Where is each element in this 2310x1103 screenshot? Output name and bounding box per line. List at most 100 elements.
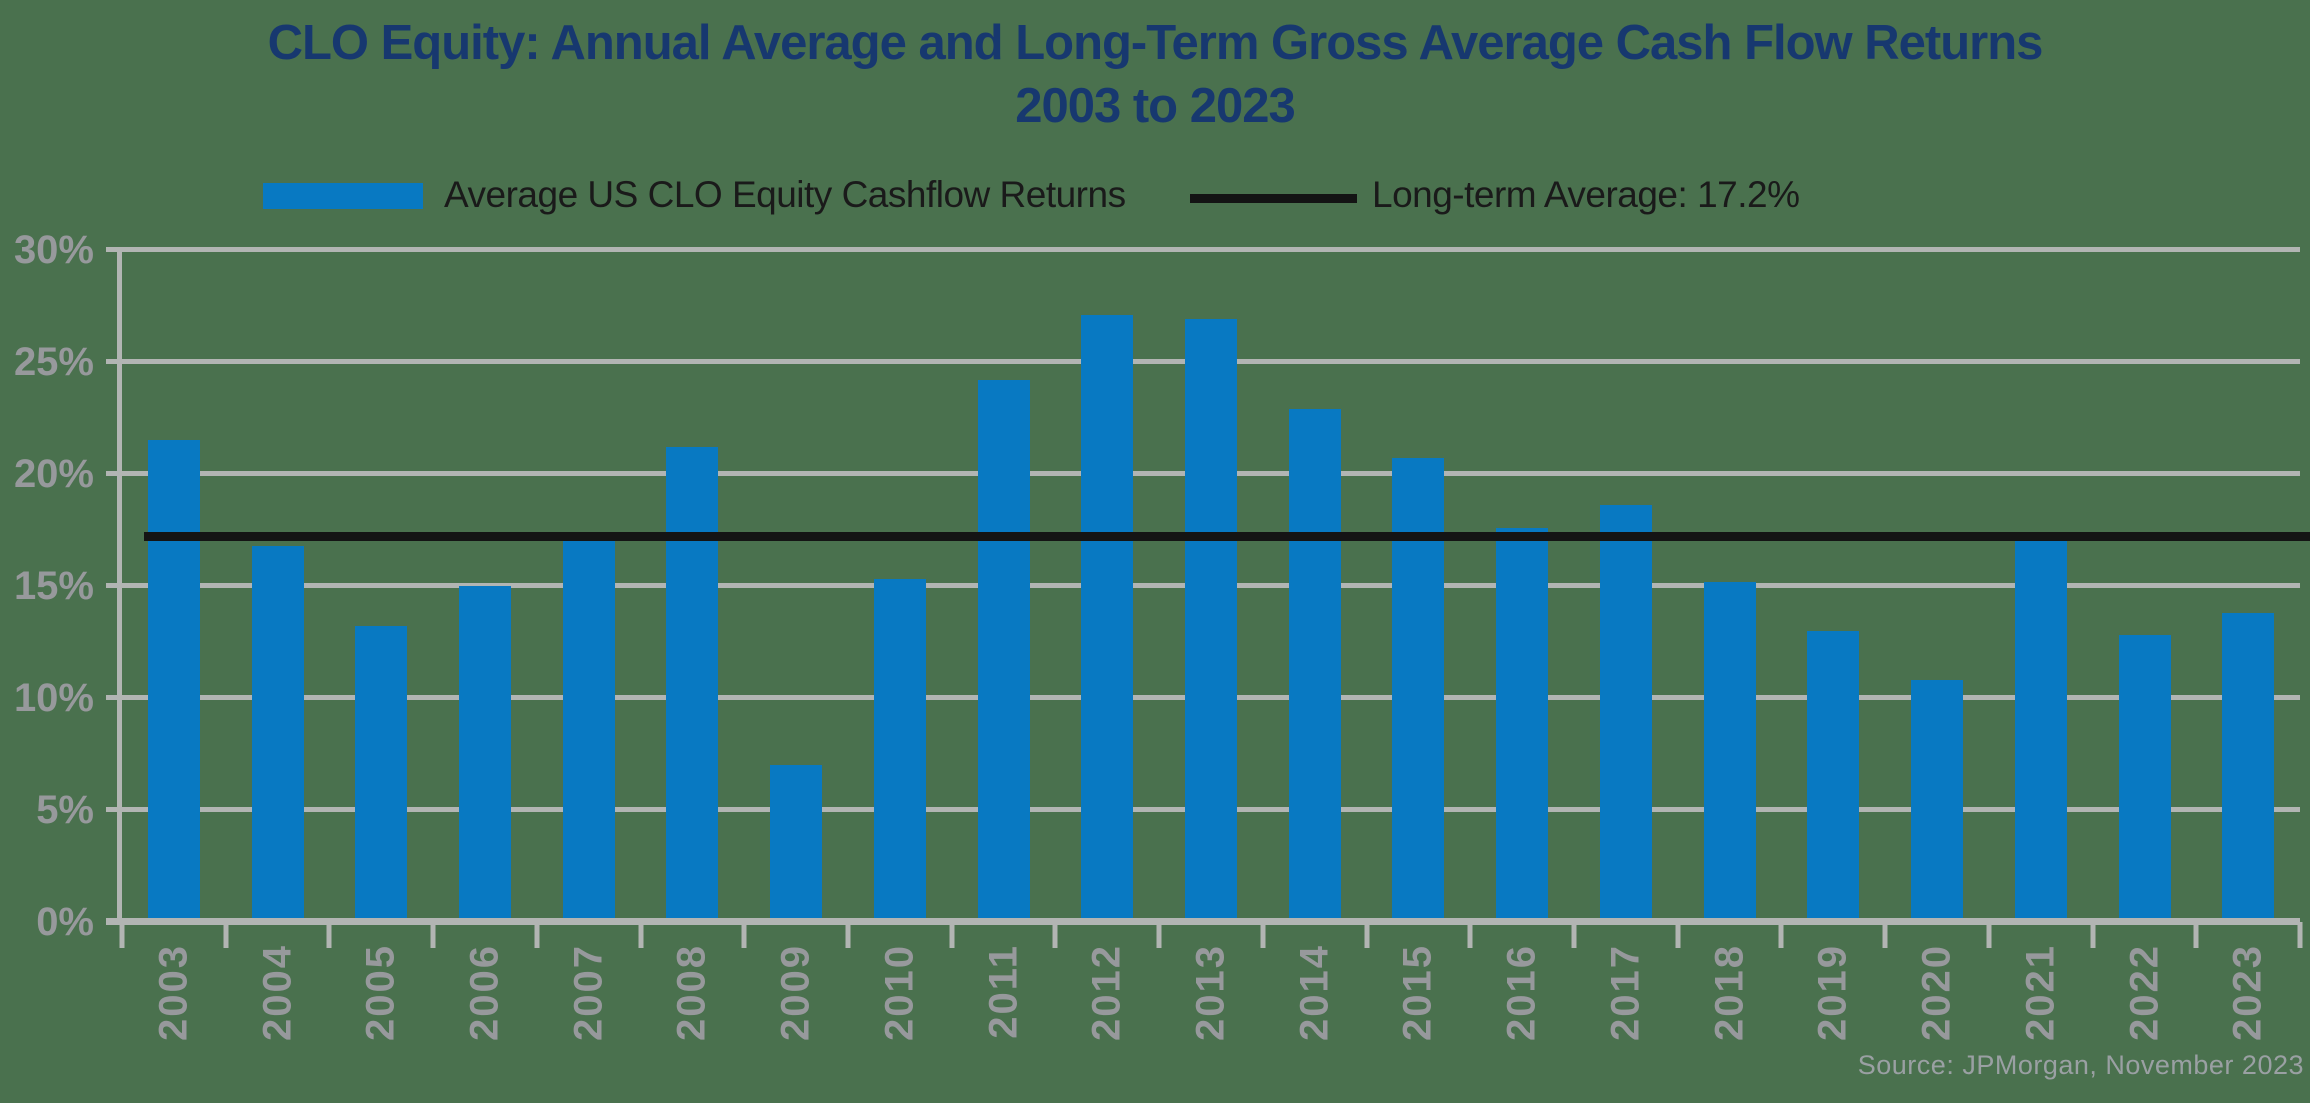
bar-cell: 2021 bbox=[1989, 250, 2093, 1041]
grid-line-0 bbox=[106, 918, 2300, 925]
bar-2006 bbox=[459, 586, 512, 922]
x-axis-tick bbox=[1052, 922, 1058, 948]
source-note: Source: JPMorgan, November 2023 bbox=[1857, 1050, 2304, 1080]
x-axis-tick bbox=[1467, 922, 1473, 948]
x-axis-tick bbox=[223, 922, 229, 948]
y-axis-label: 20% bbox=[13, 452, 94, 497]
bar-cell: 2023 bbox=[2196, 250, 2300, 1041]
x-axis-label: 2018 bbox=[1707, 944, 1752, 1041]
x-axis-tick bbox=[119, 922, 125, 948]
x-axis-label: 2006 bbox=[462, 944, 507, 1041]
bar-2015 bbox=[1392, 458, 1445, 922]
bar-2012 bbox=[1081, 314, 1134, 922]
x-axis-tick bbox=[741, 922, 747, 948]
bar-cell: 2022 bbox=[2093, 250, 2197, 1041]
x-axis-label: 2004 bbox=[255, 944, 300, 1041]
x-axis-tick bbox=[1675, 922, 1681, 948]
bar-2023 bbox=[2222, 612, 2275, 922]
x-axis-tick bbox=[534, 922, 540, 948]
x-axis-label: 2011 bbox=[981, 944, 1026, 1039]
x-axis-tick bbox=[2090, 922, 2096, 948]
chart-title: CLO Equity: Annual Average and Long-Term… bbox=[0, 12, 2310, 138]
bar-cell: 2020 bbox=[1885, 250, 1989, 1041]
x-axis-tick bbox=[1882, 922, 1888, 948]
x-axis-label: 2013 bbox=[1188, 944, 1233, 1041]
x-axis-tick bbox=[1571, 922, 1577, 948]
bar-cell: 2010 bbox=[848, 250, 952, 1041]
bar-2017 bbox=[1599, 505, 1652, 922]
bar-2019 bbox=[1807, 630, 1860, 922]
bar-cell: 2011 bbox=[952, 250, 1056, 1039]
bar-cell: 2018 bbox=[1678, 250, 1782, 1041]
x-axis-tick bbox=[1260, 922, 1266, 948]
y-axis-label: 10% bbox=[13, 676, 94, 721]
bar-2018 bbox=[1703, 581, 1756, 922]
x-axis-tick bbox=[1778, 922, 1784, 948]
plot-area: 0% 5% 10% 15% 20% 25% 30% 2003 2004 2005 2006 2007 2… bbox=[14, 228, 2310, 1041]
x-axis-label: 2009 bbox=[773, 944, 818, 1041]
bar-cell: 2007 bbox=[537, 250, 641, 1041]
bar-2021 bbox=[2014, 534, 2067, 922]
y-axis-label: 5% bbox=[36, 788, 94, 833]
bar-2020 bbox=[1911, 680, 1964, 922]
bar-cell: 2014 bbox=[1263, 250, 1367, 1041]
x-axis-label: 2020 bbox=[1914, 944, 1959, 1041]
bar-cell: 2006 bbox=[433, 250, 537, 1041]
bar-cell: 2019 bbox=[1782, 250, 1886, 1041]
legend-bar-label: Average US CLO Equity Cashflow Returns bbox=[444, 174, 1126, 215]
y-axis-line bbox=[117, 248, 122, 925]
chart-title-line-2: 2003 to 2023 bbox=[1015, 79, 1296, 133]
bar-cell: 2015 bbox=[1367, 250, 1471, 1041]
legend-bar-swatch bbox=[263, 183, 423, 209]
x-axis-label: 2007 bbox=[566, 944, 611, 1041]
bars-container: 2003 2004 2005 2006 2007 2008 2009 2010 2011 2012… bbox=[122, 250, 2300, 1041]
bar-2003 bbox=[147, 440, 200, 922]
x-axis-tick bbox=[845, 922, 851, 948]
x-axis-label: 2019 bbox=[1810, 944, 1855, 1041]
x-axis-tick bbox=[1156, 922, 1162, 948]
x-axis-tick bbox=[1986, 922, 1992, 948]
x-axis-tick bbox=[2297, 922, 2303, 948]
x-axis-label: 2012 bbox=[1084, 944, 1129, 1041]
x-axis-label: 2015 bbox=[1395, 944, 1440, 1041]
bar-2010 bbox=[873, 579, 926, 922]
y-axis-label: 15% bbox=[13, 564, 94, 608]
y-axis-label: 30% bbox=[13, 228, 94, 272]
bar-cell: 2008 bbox=[641, 250, 745, 1041]
y-axis-label: 25% bbox=[13, 340, 94, 384]
x-axis-label: 2014 bbox=[1292, 944, 1337, 1041]
legend-line-label: Long-term Average: 17.2% bbox=[1372, 174, 1800, 215]
bar-cell: 2012 bbox=[1055, 250, 1159, 1041]
bar-cell: 2004 bbox=[226, 250, 330, 1041]
bar-2011 bbox=[977, 379, 1030, 922]
bar-cell: 2009 bbox=[744, 250, 848, 1041]
bar-cell: 2005 bbox=[329, 250, 433, 1041]
x-axis-tick bbox=[326, 922, 332, 948]
bar-cell: 2016 bbox=[1470, 250, 1574, 1041]
bar-2016 bbox=[1496, 527, 1549, 922]
x-axis-label: 2005 bbox=[358, 944, 403, 1041]
bar-2004 bbox=[251, 545, 304, 922]
bar-2005 bbox=[355, 626, 408, 922]
grid-line-30 bbox=[106, 247, 2300, 252]
x-axis-label: 2016 bbox=[1499, 944, 1544, 1041]
long-term-average-line bbox=[144, 532, 2310, 542]
bar-2013 bbox=[1185, 319, 1238, 922]
bar-cell: 2003 bbox=[122, 250, 226, 1041]
x-axis-label: 2010 bbox=[877, 944, 922, 1041]
x-axis-tick bbox=[638, 922, 644, 948]
bar-cell: 2013 bbox=[1159, 250, 1263, 1041]
bar-2007 bbox=[562, 534, 615, 922]
x-axis-label: 2008 bbox=[669, 944, 714, 1041]
x-axis-label: 2017 bbox=[1603, 944, 1648, 1041]
x-axis-label: 2021 bbox=[2018, 944, 2063, 1041]
legend-line-swatch bbox=[1190, 194, 1357, 203]
bar-2014 bbox=[1288, 409, 1341, 922]
x-axis-tick bbox=[949, 922, 955, 948]
bar-2022 bbox=[2118, 635, 2171, 922]
bar-cell: 2017 bbox=[1574, 250, 1678, 1041]
bar-2009 bbox=[770, 765, 823, 922]
x-axis-label: 2022 bbox=[2122, 944, 2167, 1041]
bar-2008 bbox=[666, 447, 719, 922]
